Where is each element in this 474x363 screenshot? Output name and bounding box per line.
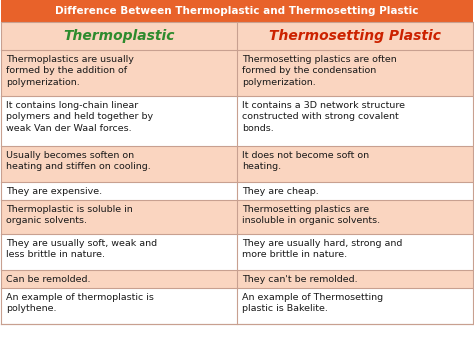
Bar (1, 182, 237, 200)
Text: Thermosetting plastics are
insoluble in organic solvents.: Thermosetting plastics are insoluble in … (242, 205, 380, 225)
Text: They can't be remolded.: They can't be remolded. (242, 275, 357, 284)
Text: Thermosetting Plastic: Thermosetting Plastic (269, 29, 441, 43)
Bar (1, 50, 237, 96)
Bar (1, 200, 237, 234)
Bar (1, 96, 237, 146)
Bar (1, 146, 237, 182)
Text: Thermosetting plastics are often
formed by the condensation
polymerization.: Thermosetting plastics are often formed … (242, 55, 397, 87)
Bar (237, 96, 473, 146)
Text: It contains a 3D network structure
constructed with strong covalent
bonds.: It contains a 3D network structure const… (242, 101, 405, 133)
Bar (1, 234, 237, 270)
Bar (237, 200, 473, 234)
Bar (237, 288, 473, 324)
Text: Thermoplastic is soluble in
organic solvents.: Thermoplastic is soluble in organic solv… (6, 205, 133, 225)
Bar (1, 22, 473, 50)
Text: Usually becomes soften on
heating and stiffen on cooling.: Usually becomes soften on heating and st… (6, 151, 151, 171)
Bar (237, 234, 473, 270)
Text: They are usually hard, strong and
more brittle in nature.: They are usually hard, strong and more b… (242, 239, 402, 260)
Text: Thermoplastics are usually
formed by the addition of
polymerization.: Thermoplastics are usually formed by the… (6, 55, 134, 87)
Text: They are expensive.: They are expensive. (6, 187, 102, 196)
Bar (1, 288, 237, 324)
Text: They are cheap.: They are cheap. (242, 187, 319, 196)
Bar (1, 270, 237, 288)
Text: An example of Thermosetting
plastic is Bakelite.: An example of Thermosetting plastic is B… (242, 293, 383, 313)
Text: Thermoplastic: Thermoplastic (63, 29, 175, 43)
Text: They are usually soft, weak and
less brittle in nature.: They are usually soft, weak and less bri… (6, 239, 157, 260)
Bar (237, 50, 473, 96)
Bar (237, 182, 473, 200)
Bar (1, 0, 473, 22)
Text: Can be remolded.: Can be remolded. (6, 275, 91, 284)
Text: Difference Between Thermoplastic and Thermosetting Plastic: Difference Between Thermoplastic and The… (55, 6, 419, 16)
Text: It contains long-chain linear
polymers and held together by
weak Van der Waal fo: It contains long-chain linear polymers a… (6, 101, 153, 133)
Text: An example of thermoplastic is
polythene.: An example of thermoplastic is polythene… (6, 293, 154, 313)
Text: It does not become soft on
heating.: It does not become soft on heating. (242, 151, 369, 171)
Bar (237, 270, 473, 288)
Bar (237, 146, 473, 182)
